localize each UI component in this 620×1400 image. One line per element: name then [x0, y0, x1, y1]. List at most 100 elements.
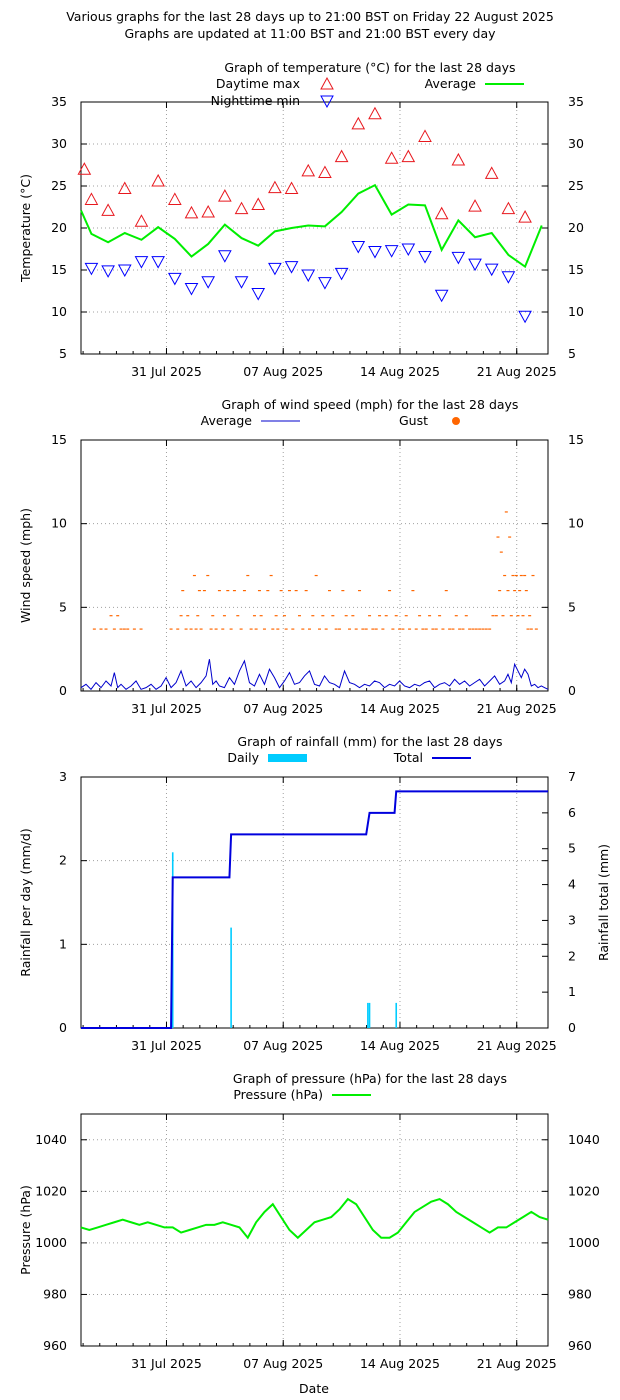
- gust-point: [104, 628, 108, 630]
- gust-point: [321, 615, 325, 617]
- y2-tick-label: 35: [568, 94, 584, 109]
- x-tick-label: 14 Aug 2025: [360, 1038, 440, 1053]
- gust-point: [179, 615, 183, 617]
- gust-point: [381, 628, 385, 630]
- pressure-line: [80, 1197, 549, 1240]
- gust-point: [458, 628, 462, 630]
- y-tick-label: 0: [59, 1020, 67, 1035]
- gust-point: [242, 590, 246, 592]
- daytime-max-marker: [218, 189, 232, 202]
- gust-point: [206, 574, 210, 577]
- y-tick-label: 980: [43, 1286, 67, 1301]
- y-tick-label: 15: [51, 262, 67, 277]
- daytime-max-marker: [167, 192, 182, 205]
- y2-tick-label: 1000: [568, 1235, 600, 1250]
- gust-point: [109, 615, 113, 617]
- gust-point: [199, 628, 203, 630]
- gust-point: [519, 574, 523, 577]
- gust-point: [297, 615, 301, 617]
- x-tick-label: 31 Jul 2025: [131, 364, 202, 379]
- y2-tick-label: 7: [568, 769, 576, 784]
- daytime-max-marker: [117, 181, 132, 195]
- gust-point: [508, 536, 512, 538]
- y2-tick-label: 5: [568, 599, 576, 614]
- daytime-max-marker: [77, 162, 92, 175]
- gust-point: [503, 574, 507, 577]
- gust-point: [534, 628, 538, 630]
- y2-tick-label: 1040: [568, 1132, 600, 1147]
- nighttime-min-marker: [84, 262, 99, 276]
- daytime-max-marker: [351, 116, 366, 130]
- gust-point: [176, 628, 180, 630]
- gust-point: [262, 628, 266, 630]
- nighttime-min-marker: [368, 246, 382, 259]
- gust-point: [232, 590, 236, 592]
- y2-tick-label: 10: [568, 304, 584, 319]
- gust-point: [481, 628, 485, 630]
- daily-rain-bar: [367, 1002, 369, 1028]
- y-axis-label: Rainfall per day (mm/d): [18, 828, 33, 976]
- nighttime-min-marker: [501, 271, 516, 284]
- gust-point: [478, 628, 482, 630]
- nighttime-min-marker: [284, 261, 299, 274]
- gust-point: [284, 628, 288, 630]
- daytime-max-marker: [434, 206, 449, 220]
- nighttime-min-marker: [234, 276, 249, 289]
- gust-point: [274, 615, 278, 617]
- gust-point: [271, 628, 275, 630]
- x-tick-label: 21 Aug 2025: [477, 701, 557, 716]
- legend-marker-daytime-max: [320, 76, 334, 90]
- gust-point: [461, 628, 465, 630]
- nighttime-min-marker: [167, 272, 182, 286]
- gust-point: [192, 574, 196, 577]
- total-rain-line: [81, 790, 548, 1029]
- legend-marker-gust: [452, 417, 460, 425]
- daytime-max-marker: [301, 163, 316, 177]
- gust-point: [257, 590, 261, 592]
- daytime-max-marker: [318, 165, 332, 179]
- legend-marker-daily: [268, 754, 307, 762]
- gust-point: [279, 590, 283, 592]
- x-tick-label: 21 Aug 2025: [477, 364, 557, 379]
- y-tick-label: 1020: [35, 1183, 67, 1198]
- gust-point: [139, 628, 143, 630]
- gust-point: [184, 628, 188, 630]
- gust-point: [99, 628, 103, 630]
- nighttime-min-marker: [451, 251, 466, 265]
- y-axis-label: Temperature (°C): [18, 174, 33, 283]
- daily-rain-bar: [368, 1002, 371, 1028]
- gust-point: [202, 590, 206, 592]
- x-tick-label: 14 Aug 2025: [360, 364, 440, 379]
- daytime-max-marker: [234, 201, 249, 215]
- gust-point: [311, 615, 315, 617]
- gust-point: [239, 628, 243, 630]
- gust-point: [454, 615, 458, 617]
- x-tick-label: 07 Aug 2025: [243, 701, 323, 716]
- y-tick-label: 0: [59, 683, 67, 698]
- gust-point: [431, 628, 435, 630]
- gust-point: [378, 615, 382, 617]
- gust-point: [374, 628, 378, 630]
- average-wind-line: [80, 659, 549, 691]
- nighttime-min-marker: [418, 251, 432, 264]
- gust-point: [92, 628, 96, 630]
- x-tick-label: 21 Aug 2025: [477, 1038, 557, 1053]
- y-tick-label: 5: [59, 346, 67, 361]
- gust-point: [269, 574, 273, 577]
- gust-point: [122, 628, 126, 630]
- x-tick-label: 14 Aug 2025: [360, 1356, 440, 1371]
- gust-point: [509, 615, 513, 617]
- gust-point: [358, 590, 362, 592]
- nighttime-min-marker: [184, 282, 199, 296]
- x-tick-label: 14 Aug 2025: [360, 701, 440, 716]
- legend-label-total: Total: [393, 750, 423, 765]
- gust-point: [464, 615, 468, 617]
- y2-tick-label: 1020: [568, 1183, 600, 1198]
- gust-point: [496, 536, 500, 538]
- gust-point: [418, 615, 422, 617]
- gust-point: [408, 628, 412, 630]
- gust-point: [112, 628, 116, 630]
- gust-point: [246, 574, 250, 577]
- y-tick-label: 3: [59, 769, 67, 784]
- gust-point: [222, 615, 226, 617]
